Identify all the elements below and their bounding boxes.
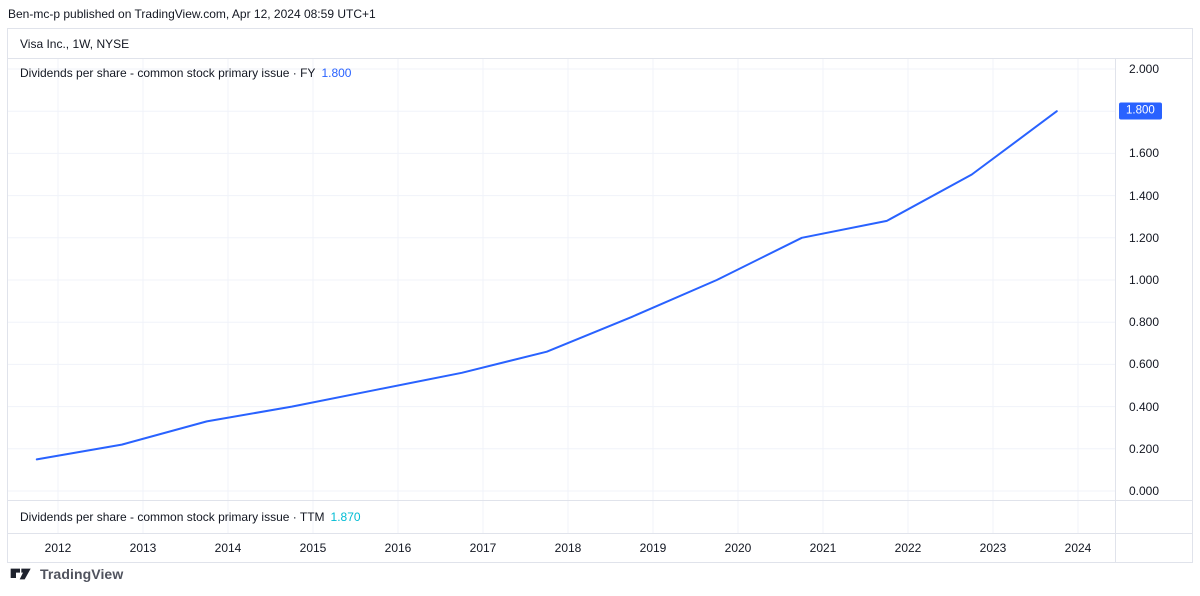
tradingview-logo[interactable]: TradingView [10,566,123,582]
time-tick-label: 2012 [44,541,72,555]
time-tick-label: 2016 [384,541,412,555]
last-value-badge: 1.800 [1119,102,1162,120]
ttm-legend: Dividends per share - common stock prima… [20,510,361,524]
fy-legend-value: 1.800 [321,66,352,80]
price-tick-label: 0.200 [1129,441,1160,456]
price-axis[interactable]: 2.000 1.800 1.600 1.400 1.200 1.000 0.800 0.600… [1115,59,1192,562]
ttm-pane[interactable]: Dividends per share - common stock prima… [8,500,1192,533]
price-tick-label: 0.000 [1129,484,1160,498]
time-tick-label: 2019 [639,541,667,555]
tradingview-logo-icon [10,568,31,580]
brand-text: TradingView [40,566,124,582]
price-tick-label: 0.800 [1129,315,1160,330]
time-tick-label: 2021 [809,541,837,555]
price-tick-label: 2.000 [1129,62,1160,76]
time-tick-label: 2020 [724,541,752,555]
grid-lines [8,59,1115,500]
ttm-legend-label: Dividends per share - common stock prima… [20,510,325,524]
price-tick-label: 1.400 [1129,188,1160,203]
time-tick-label: 2015 [299,541,327,555]
price-tick-label: 0.600 [1129,357,1160,372]
fy-dividends-line [35,110,1058,461]
time-tick-label: 2013 [129,541,157,555]
price-tick-label: 1.200 [1129,230,1160,245]
fy-legend-label: Dividends per share - common stock prima… [20,66,316,80]
time-axis[interactable]: 2012 2013 2014 2015 2016 2017 2018 2019 2020 2021… [8,533,1192,562]
fy-legend: Dividends per share - common stock prima… [20,66,351,80]
chart-title-row: Visa Inc., 1W, NYSE [8,29,1192,59]
price-tick-label: 0.400 [1129,399,1160,414]
chart-widget: Visa Inc., 1W, NYSE Dividends per share … [7,28,1193,563]
time-tick-label: 2018 [554,541,582,555]
time-tick-label: 2014 [214,541,242,555]
ttm-legend-value: 1.870 [330,510,361,524]
ttm-pane-grid [57,501,1079,533]
fy-line-chart [8,59,1115,500]
time-tick-label: 2024 [1064,541,1092,555]
attribution-text: Ben-mc-p published on TradingView.com, A… [8,7,376,21]
price-tick-label: 1.600 [1129,146,1160,161]
price-tick-label: 1.000 [1129,273,1160,287]
main-chart-pane[interactable]: Dividends per share - common stock prima… [8,59,1115,500]
time-tick-label: 2022 [894,541,922,555]
time-tick-label: 2017 [469,541,497,555]
symbol-title: Visa Inc., 1W, NYSE [20,36,130,51]
time-tick-label: 2023 [979,541,1007,555]
